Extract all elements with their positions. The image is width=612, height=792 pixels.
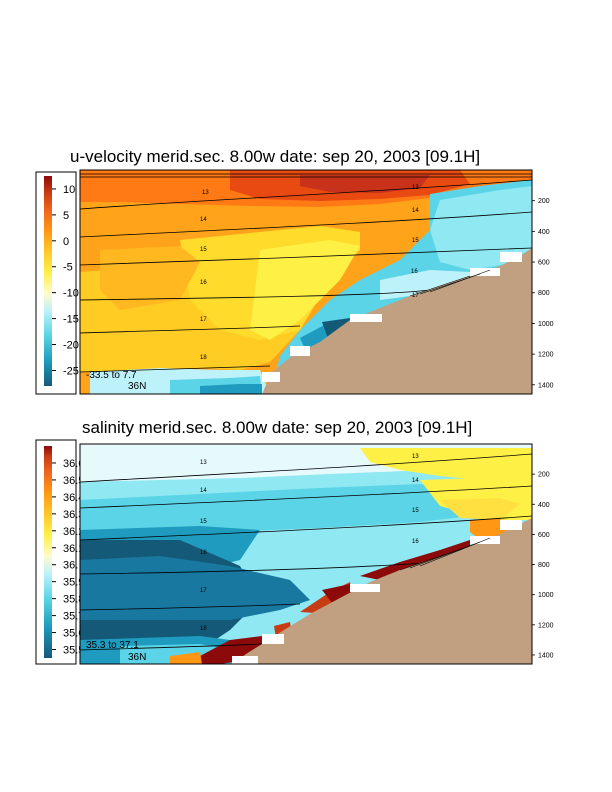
velocity-title: u-velocity merid.sec. 8.00w date: sep 20… [70, 147, 480, 166]
contour-label: 16 [412, 539, 419, 545]
contour-label: 15 [200, 519, 207, 525]
velocity-colorbar-scale [44, 176, 52, 386]
colorbar-tick-label: 36.3 [63, 509, 84, 521]
depth-tick-label: 1200 [538, 352, 554, 359]
contour-label: 13 [412, 454, 419, 460]
salinity-panel: salinity merid.sec. 8.00w date: sep 20, … [35, 418, 554, 665]
salinity-depth-axis: 200 400 600 800 1000 1200 1400 [532, 472, 554, 659]
contour-label: 15 [200, 247, 207, 253]
salinity-contour-labels: 13 14 15 16 17 18 13 14 15 16 [200, 454, 419, 632]
salinity-seafloor [232, 518, 532, 664]
contour-label: 15 [412, 508, 419, 514]
colorbar-tick-label: 36.2 [63, 526, 84, 538]
depth-tick-label: 200 [538, 198, 550, 205]
colorbar-tick-label: -5 [63, 262, 73, 274]
depth-tick-label: 1400 [538, 382, 554, 389]
velocity-section-field [80, 170, 532, 394]
contour-label: 14 [412, 208, 419, 214]
colorbar-tick-label: 35.8 [63, 594, 84, 606]
velocity-depth-axis: 200 400 600 800 1000 1200 1400 [532, 198, 554, 389]
contour-label: 18 [200, 626, 207, 632]
colorbar-tick-label: 36.4 [63, 492, 84, 504]
colorbar-tick-label: 5 [63, 210, 69, 222]
velocity-plot-frame [79, 169, 533, 395]
depth-tick-label: 1200 [538, 622, 554, 629]
velocity-seafloor [262, 248, 532, 394]
salinity-section-field [80, 444, 532, 664]
salinity-plot-frame [79, 443, 533, 665]
salinity-colorbar-frame [35, 439, 77, 665]
velocity-latitude-label: 36N [128, 381, 146, 392]
velocity-colorbar-ticks: 10 5 0 -5 -10 -15 -20 -25 [52, 184, 79, 377]
contour-label: 15 [412, 238, 419, 244]
salinity-range-text: 35.3 to 37.1 [86, 640, 139, 651]
salinity-latitude-label: 36N [128, 652, 146, 663]
colorbar-tick-label: -15 [63, 314, 79, 326]
depth-tick-label: 600 [538, 260, 550, 267]
depth-tick-label: 1000 [538, 321, 554, 328]
velocity-range-text: -33.5 to 7.7 [86, 370, 137, 381]
depth-tick-label: 400 [538, 502, 550, 509]
colorbar-tick-label: -20 [63, 340, 79, 352]
contour-label: 16 [411, 269, 418, 275]
depth-tick-label: 200 [538, 472, 550, 479]
contour-label: 17 [200, 317, 207, 323]
contour-label: 14 [200, 217, 207, 223]
depth-tick-label: 600 [538, 532, 550, 539]
contour-label: 16 [200, 280, 207, 286]
colorbar-tick-label: -10 [63, 288, 79, 300]
colorbar-tick-label: 35.9 [63, 577, 84, 589]
depth-tick-label: 800 [538, 562, 550, 569]
colorbar-tick-label: -25 [63, 365, 79, 377]
salinity-title: salinity merid.sec. 8.00w date: sep 20, … [82, 418, 472, 437]
contour-label: 13 [200, 460, 207, 466]
velocity-colorbar-frame [35, 171, 77, 395]
contour-label: 17 [412, 293, 419, 299]
contour-label: 18 [200, 355, 207, 361]
contour-label: 14 [200, 488, 207, 494]
colorbar-tick-label: 35.7 [63, 611, 84, 623]
colorbar-tick-label: 36.5 [63, 475, 84, 487]
contour-label: 16 [200, 550, 207, 556]
colorbar-tick-label: 36.6 [63, 458, 84, 470]
colorbar-tick-label: 35.6 [63, 628, 84, 640]
salinity-colorbar-scale [44, 446, 52, 658]
velocity-panel: u-velocity merid.sec. 8.00w date: sep 20… [35, 147, 554, 395]
colorbar-tick-label: 36. [63, 560, 78, 572]
depth-tick-label: 800 [538, 290, 550, 297]
contour-label: 14 [412, 478, 419, 484]
colorbar-tick-label: 35.5 [63, 645, 84, 657]
contour-label: 17 [200, 588, 207, 594]
colorbar-tick-label: 36.1 [63, 543, 84, 555]
colorbar-tick-label: 10 [63, 184, 75, 196]
contour-label: 13 [412, 185, 419, 191]
velocity-contour-labels: 13 14 15 16 17 18 13 14 15 16 17 [200, 185, 419, 361]
depth-tick-label: 400 [538, 229, 550, 236]
colorbar-tick-label: 0 [63, 236, 69, 248]
depth-tick-label: 1000 [538, 592, 554, 599]
depth-tick-label: 1400 [538, 652, 554, 659]
contour-label: 13 [202, 190, 209, 196]
salinity-colorbar-ticks: 36.6 36.5 36.4 36.3 36.2 36.1 36. 35.9 35.8 35.7 3… [52, 458, 84, 657]
